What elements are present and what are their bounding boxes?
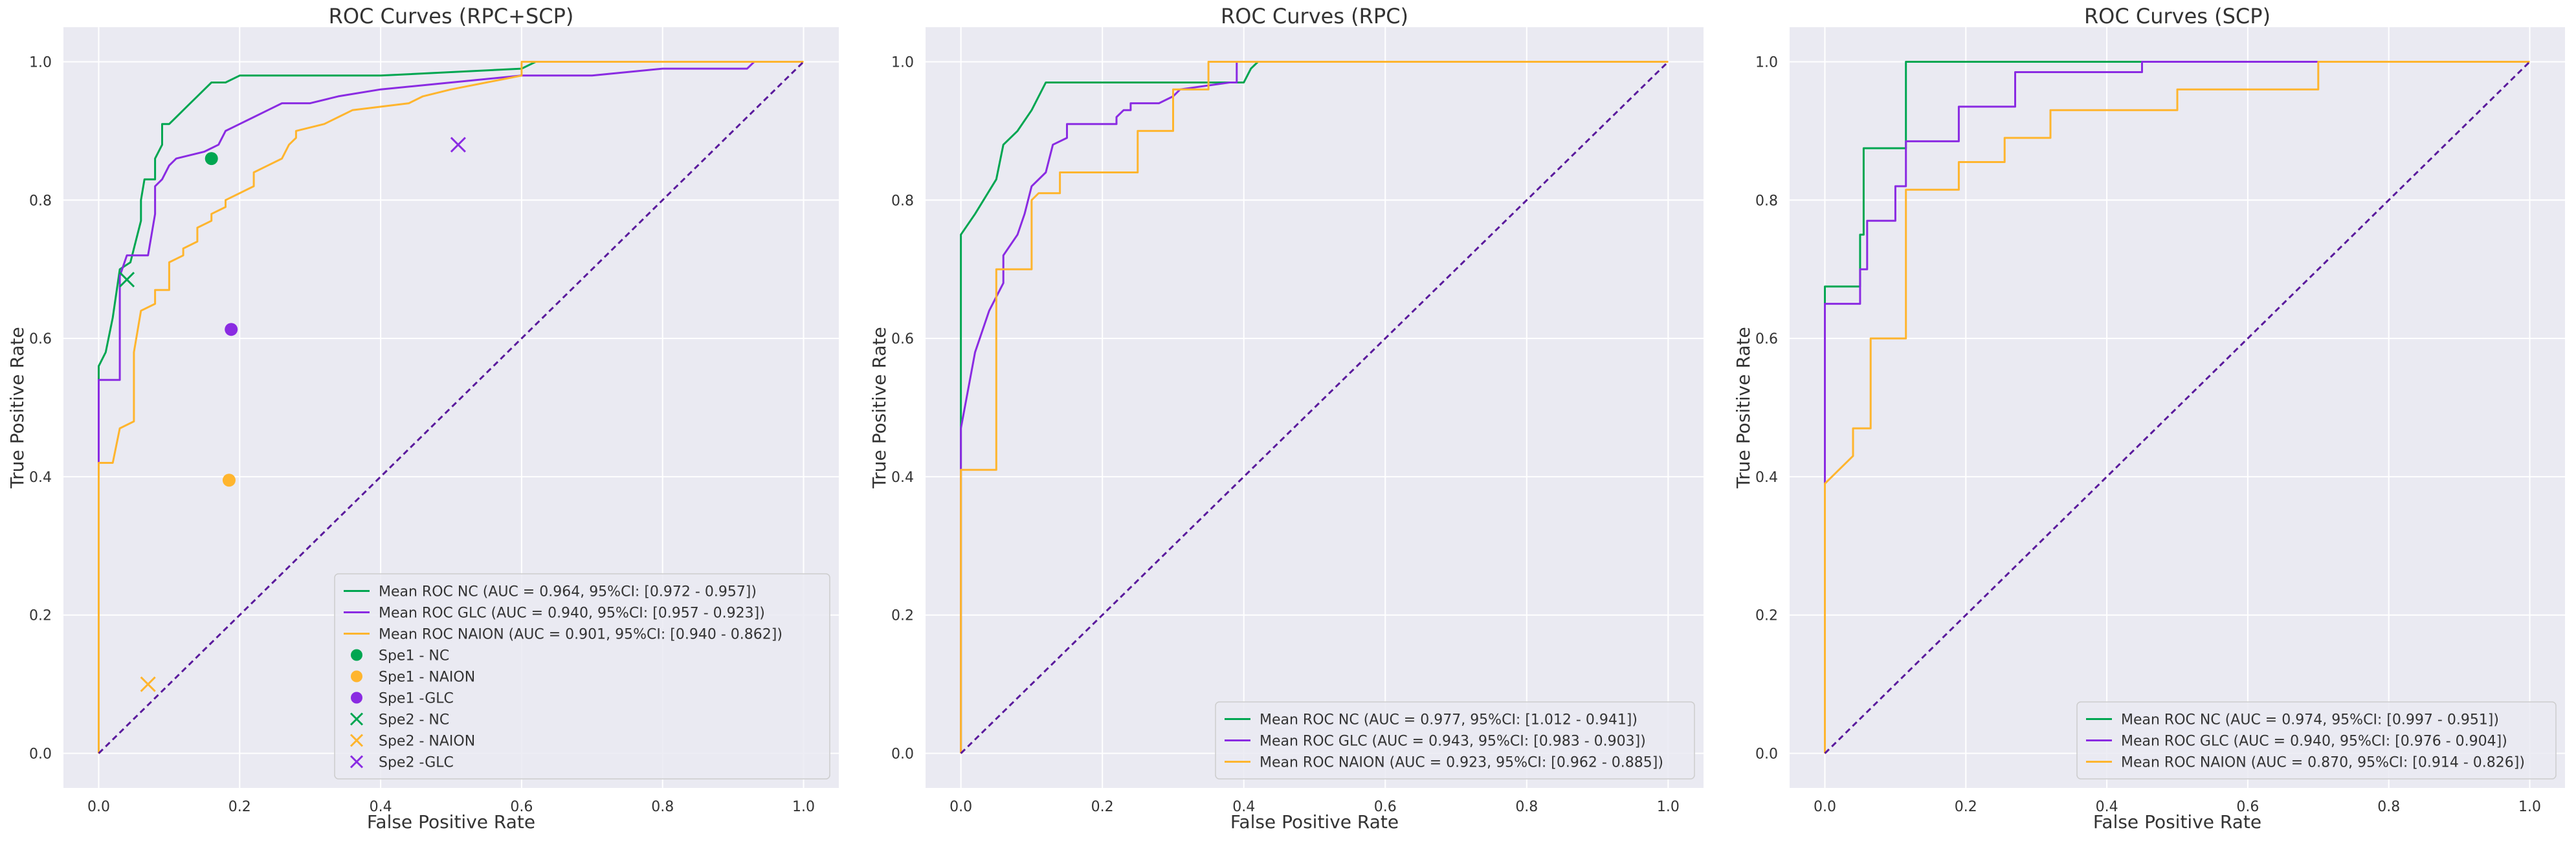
- chart-title: ROC Curves (SCP): [2084, 4, 2271, 28]
- legend-entry-label: Mean ROC GLC (AUC = 0.940, 95%CI: [0.957…: [379, 606, 765, 622]
- roc-curve-line: [1824, 61, 2530, 754]
- x-tick-label: 0.4: [1232, 799, 1255, 815]
- x-tick-label: 1.0: [2518, 799, 2541, 815]
- legend-circle-swatch: [351, 692, 362, 704]
- legend-entry-label: Mean ROC GLC (AUC = 0.943, 95%CI: [0.983…: [1260, 734, 1646, 750]
- legend-entry-label: Spe1 -GLC: [379, 691, 454, 707]
- operating-point-x: [118, 272, 135, 288]
- operating-point-x: [450, 137, 466, 153]
- x-tick-label: 0.4: [370, 799, 392, 815]
- legend-entry-label: Mean ROC NAION (AUC = 0.870, 95%CI: [0.9…: [2121, 755, 2525, 771]
- legend: Mean ROC NC (AUC = 0.964, 95%CI: [0.972 …: [334, 573, 830, 780]
- x-tick-label: 0.0: [949, 799, 972, 815]
- x-tick-label: 0.2: [228, 799, 251, 815]
- legend-entry-label: Mean ROC GLC (AUC = 0.940, 95%CI: [0.976…: [2121, 734, 2507, 750]
- legend: Mean ROC NC (AUC = 0.974, 95%CI: [0.997 …: [2076, 701, 2557, 780]
- chart-title: ROC Curves (RPC+SCP): [329, 4, 574, 28]
- y-tick-label: 0.6: [29, 331, 52, 347]
- x-tick-label: 0.6: [510, 799, 533, 815]
- legend-x-swatch: [350, 712, 364, 726]
- legend-circle-swatch: [351, 649, 362, 661]
- roc-curve-line: [960, 61, 1669, 754]
- x-tick-label: 0.4: [2096, 799, 2118, 815]
- legend-frame: [1215, 701, 1695, 780]
- y-tick-label: 0.0: [891, 747, 914, 763]
- legend-entry-label: Spe1 - NC: [379, 648, 449, 664]
- y-tick-label: 0.8: [891, 193, 914, 209]
- x-tick-label: 0.6: [1374, 799, 1397, 815]
- roc-curve-line: [960, 61, 1669, 754]
- roc-panel-2: 0.0 0.2 0.4 0.6 0.8 1.0 0.0 0.2 0.4 0.6 0.8 1.0 ROC …: [869, 4, 1704, 833]
- y-tick-label: 0.4: [1755, 470, 1778, 486]
- roc-curve-line: [98, 61, 804, 754]
- y-tick-label: 1.0: [891, 54, 914, 71]
- operating-point-x: [140, 676, 156, 692]
- legend-circle-swatch: [351, 670, 362, 683]
- y-tick-label: 0.2: [891, 608, 914, 624]
- y-tick-label: 0.8: [29, 193, 52, 209]
- legend-frame: [2076, 701, 2557, 780]
- x-tick-label: 0.8: [1515, 799, 1538, 815]
- x-tick-label: 0.2: [1955, 799, 1977, 815]
- y-tick-label: 0.0: [1755, 747, 1778, 763]
- legend-entry-label: Mean ROC NC (AUC = 0.964, 95%CI: [0.972 …: [379, 584, 757, 600]
- operating-point-circle: [222, 474, 236, 487]
- legend: Mean ROC NC (AUC = 0.977, 95%CI: [1.012 …: [1215, 701, 1695, 780]
- y-tick-label: 0.2: [29, 608, 52, 624]
- roc-panel-1: 0.0 0.2 0.4 0.6 0.8 1.0 0.0 0.2 0.4 0.6 0.8 1.0 ROC …: [6, 4, 839, 833]
- y-axis-label: True Positive Rate: [869, 327, 890, 488]
- legend-entry-label: Spe2 - NAION: [379, 734, 475, 750]
- x-axis-label: False Positive Rate: [1230, 811, 1399, 833]
- y-tick-label: 0.6: [891, 331, 914, 347]
- roc-curve-line: [1824, 61, 2530, 754]
- operating-point-circle: [205, 152, 218, 166]
- legend-entry-label: Mean ROC NAION (AUC = 0.923, 95%CI: [0.9…: [1260, 755, 1663, 771]
- y-tick-label: 0.4: [29, 470, 52, 486]
- roc-curve-line: [98, 61, 804, 754]
- y-axis-label: True Positive Rate: [6, 327, 28, 488]
- y-axis-label: True Positive Rate: [1733, 327, 1754, 488]
- y-tick-label: 1.0: [29, 54, 52, 71]
- legend-entry-label: Spe2 - NC: [379, 712, 449, 728]
- operating-point-circle: [225, 323, 238, 336]
- y-tick-label: 0.8: [1755, 193, 1778, 209]
- y-tick-label: 0.6: [1755, 331, 1778, 347]
- legend-entry-label: Spe2 -GLC: [379, 755, 454, 771]
- legend-x-swatch: [350, 755, 364, 769]
- y-tick-label: 1.0: [1755, 54, 1778, 71]
- x-tick-label: 0.2: [1091, 799, 1114, 815]
- y-tick-label: 0.4: [891, 470, 914, 486]
- legend-entry-label: Mean ROC NC (AUC = 0.977, 95%CI: [1.012 …: [1260, 712, 1638, 728]
- x-tick-label: 1.0: [792, 799, 815, 815]
- x-tick-label: 0.6: [2236, 799, 2259, 815]
- y-tick-label: 0.2: [1755, 608, 1778, 624]
- roc-curve-line: [1824, 61, 2530, 754]
- x-axis-label: False Positive Rate: [367, 811, 535, 833]
- roc-curve-line: [98, 61, 804, 754]
- legend-entry-label: Spe1 - NAION: [379, 670, 475, 686]
- x-tick-label: 0.0: [1814, 799, 1836, 815]
- legend-entry-label: Mean ROC NAION (AUC = 0.901, 95%CI: [0.9…: [379, 627, 783, 643]
- legend-entry-label: Mean ROC NC (AUC = 0.974, 95%CI: [0.997 …: [2121, 712, 2499, 728]
- chart-title: ROC Curves (RPC): [1221, 4, 1408, 28]
- x-tick-label: 1.0: [1657, 799, 1680, 815]
- legend-x-swatch: [350, 734, 364, 747]
- legend-frame: [334, 573, 830, 780]
- x-tick-label: 0.8: [2377, 799, 2400, 815]
- x-axis-label: False Positive Rate: [2093, 811, 2261, 833]
- x-tick-label: 0.0: [87, 799, 110, 815]
- y-tick-label: 0.0: [29, 747, 52, 763]
- roc-panel-3: 0.0 0.2 0.4 0.6 0.8 1.0 0.0 0.2 0.4 0.6 0.8 1.0 ROC …: [1733, 4, 2565, 833]
- x-tick-label: 0.8: [651, 799, 674, 815]
